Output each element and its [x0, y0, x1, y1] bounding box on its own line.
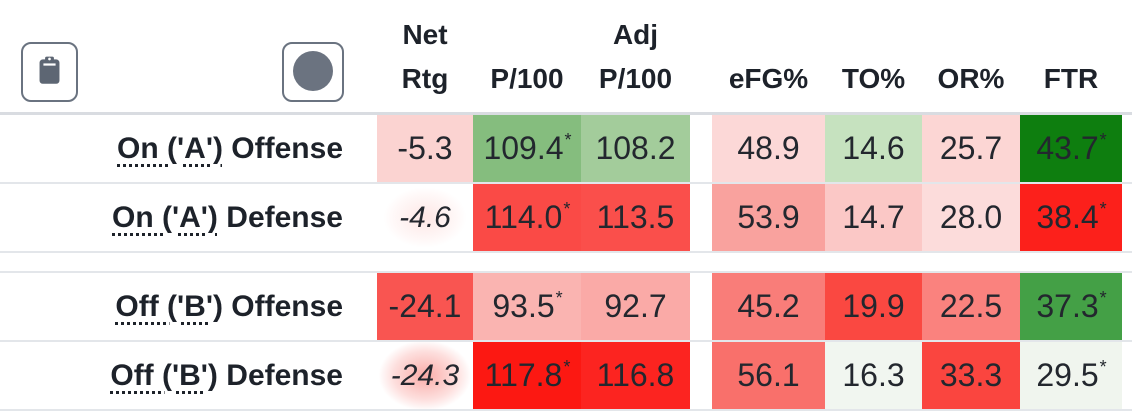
- cell-value: 108.2: [595, 130, 676, 166]
- row-label-rest: Offense: [222, 289, 343, 323]
- cell-or: 25.7: [922, 115, 1020, 182]
- cell-adj_p100: 116.8: [581, 342, 690, 409]
- record-button[interactable]: [282, 42, 344, 102]
- cell-net_rtg: -4.6: [377, 184, 473, 251]
- cell-p100: 114.0 *: [473, 184, 581, 251]
- cell-value: 45.2: [737, 288, 800, 324]
- cell-value: 109.4: [483, 130, 564, 166]
- cell-value: 14.7: [842, 199, 905, 235]
- cell-net_rtg: -24.1: [377, 273, 473, 340]
- header-toolbar: [0, 0, 377, 112]
- cell-efg: 53.9: [712, 184, 825, 251]
- cell-efg: 45.2: [712, 273, 825, 340]
- row-label-term[interactable]: On ('A'): [112, 200, 218, 234]
- table-row: On ('A') Offense -5.3 109.4 * 108.2 48.9 14.6 2…: [0, 115, 1132, 184]
- cell-value: 37.3: [1036, 288, 1099, 324]
- row-label: On ('A') Defense: [0, 184, 377, 251]
- table-row: On ('A') Defense -4.6 114.0 * 113.5 53.9 14.7 2…: [0, 184, 1132, 253]
- cell-to: 19.9: [825, 273, 922, 340]
- row-label-term[interactable]: On ('A'): [117, 131, 223, 165]
- cell-value: 28.0: [939, 199, 1003, 235]
- cell-spacer: [690, 273, 712, 340]
- cell-efg: 48.9: [712, 115, 825, 182]
- row-label-rest: Defense: [217, 200, 343, 234]
- cell-value: 16.3: [842, 357, 905, 393]
- cell-or: 28.0: [922, 184, 1020, 251]
- cell-p100: 117.8 *: [473, 342, 581, 409]
- table-row: Off ('B') Defense -24.3 117.8 * 116.8 56.1 16.…: [0, 342, 1132, 411]
- cell-or: 33.3: [922, 342, 1020, 409]
- table-body: On ('A') Offense -5.3 109.4 * 108.2 48.9 14.6 2…: [0, 115, 1132, 411]
- cell-ftr: 43.7 *: [1020, 115, 1122, 182]
- cell-value: 53.9: [737, 199, 800, 235]
- circle-icon: [291, 49, 335, 96]
- cell-to: 14.7: [825, 184, 922, 251]
- cell-spacer: [690, 342, 712, 409]
- cell-p100: 109.4 *: [473, 115, 581, 182]
- row-label-rest: Offense: [222, 131, 343, 165]
- cell-value: 33.3: [939, 357, 1003, 393]
- column-header-p100: P/100: [490, 62, 564, 94]
- cell-to: 14.6: [825, 115, 922, 182]
- cell-value: 19.9: [842, 288, 905, 324]
- cell-adj_p100: 92.7: [581, 273, 690, 340]
- cell-value: 29.5: [1036, 357, 1099, 393]
- column-header-ftr: FTR: [1043, 62, 1099, 94]
- row-label: Off ('B') Offense: [0, 273, 377, 340]
- cell-value: 93.5: [492, 288, 555, 324]
- cell-value: 38.4: [1036, 199, 1099, 235]
- cell-p100: 93.5 *: [473, 273, 581, 340]
- table-header: Net Rtg P/100 Adj P/100 eFG% TO% OR% FTR: [0, 0, 1132, 115]
- table-row: Off ('B') Offense -24.1 93.5 * 92.7 45.2 19.9 2…: [0, 273, 1132, 342]
- cell-efg: 56.1: [712, 342, 825, 409]
- column-header-adj_p100: Adj P/100: [598, 19, 673, 94]
- cell-ftr: 37.3 *: [1020, 273, 1122, 340]
- cell-or: 22.5: [922, 273, 1020, 340]
- row-label-term[interactable]: Off ('B'): [115, 289, 223, 323]
- cell-value: 22.5: [939, 288, 1003, 324]
- row-label-rest: Defense: [217, 358, 343, 392]
- cell-value: 92.7: [604, 288, 667, 324]
- row-label: On ('A') Offense: [0, 115, 377, 182]
- cell-ftr: 29.5 *: [1020, 342, 1122, 409]
- cell-value: 48.9: [737, 130, 800, 166]
- cell-value: -5.3: [397, 130, 453, 166]
- cell-value: 113.5: [596, 199, 675, 235]
- cell-value: 116.8: [596, 357, 675, 393]
- header-spacer: [690, 0, 712, 112]
- copy-button[interactable]: [21, 42, 78, 102]
- cell-value: -24.3: [390, 358, 460, 392]
- cell-spacer: [690, 184, 712, 251]
- cell-value: 117.8: [484, 357, 563, 393]
- cell-spacer: [690, 115, 712, 182]
- column-header-efg: eFG%: [728, 62, 809, 94]
- clipboard-icon: [36, 55, 63, 89]
- cell-adj_p100: 108.2: [581, 115, 690, 182]
- group-separator: [0, 253, 1132, 273]
- cell-to: 16.3: [825, 342, 922, 409]
- cell-value: -24.1: [388, 288, 462, 324]
- column-header-or: OR%: [937, 62, 1005, 94]
- column-header-to: TO%: [841, 62, 906, 94]
- cell-value: 56.1: [737, 357, 800, 393]
- cell-net_rtg: -24.3: [377, 342, 473, 409]
- cell-adj_p100: 113.5: [581, 184, 690, 251]
- cell-value: 114.0: [484, 199, 563, 235]
- cell-ftr: 38.4 *: [1020, 184, 1122, 251]
- row-label: Off ('B') Defense: [0, 342, 377, 409]
- cell-value: 25.7: [939, 130, 1003, 166]
- cell-value: -4.6: [399, 200, 451, 234]
- cell-net_rtg: -5.3: [377, 115, 473, 182]
- cell-value: 43.7: [1036, 130, 1099, 166]
- row-label-term[interactable]: Off ('B'): [110, 358, 218, 392]
- column-header-net_rtg: Net Rtg: [401, 19, 449, 94]
- cell-value: 14.6: [842, 130, 905, 166]
